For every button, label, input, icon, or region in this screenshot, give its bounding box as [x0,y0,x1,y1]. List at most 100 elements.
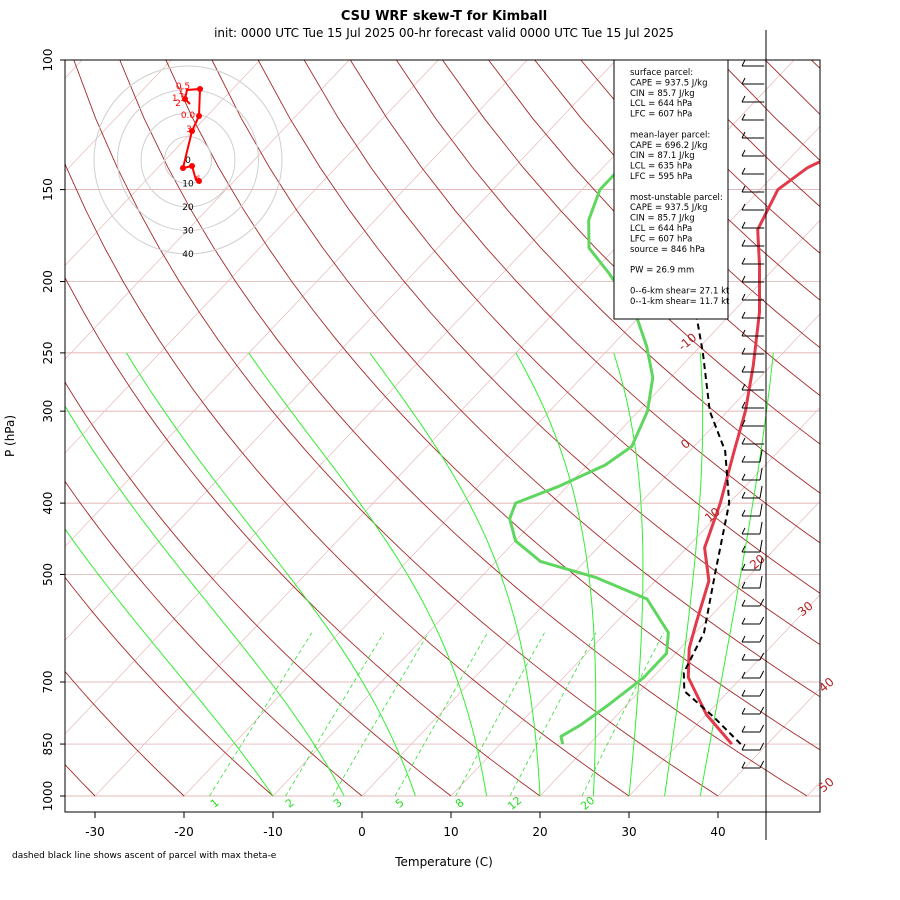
wind-barb-flag [741,365,746,373]
stats-line: surface parcel: [630,68,693,78]
wind-barb-flag [741,203,746,211]
wind-barb-flag [741,131,746,139]
wind-barb-flag [741,617,746,625]
wind-barb-staff [759,557,763,571]
wind-barb-flag [741,419,746,427]
wind-barb [741,521,763,535]
wind-barb-flag [741,527,746,535]
wind-barb-staff [759,652,765,661]
temperature-line [686,160,820,746]
mixing-ratio-labels: 1 2 3 5 8 12 20 [208,794,597,813]
hodograph-point [196,178,202,184]
wind-barb-flag [741,329,746,337]
wind-barb-staff [759,539,763,553]
hodograph-height-label: 0.5 [176,82,190,92]
wind-barb [741,557,763,571]
wind-barb [741,149,765,157]
moist-adiabat-line [369,352,541,797]
wind-barb [741,221,765,229]
wind-barb-flag [741,293,746,301]
hodograph-height-label: 6 [195,175,201,185]
moist-adiabat-line [248,352,488,797]
stats-line: LCL = 644 hPa [630,224,692,234]
wind-barb-staff [759,485,763,499]
mixing-ratio-label: 2 [283,796,297,810]
y-axis-label: P (hPa) [3,415,17,457]
dry-adiabat-line [65,480,363,797]
wind-barb [741,467,763,481]
isotherm-line [65,60,261,266]
wind-barb [741,634,765,643]
hodograph-ring [164,136,212,184]
x-tick-label: 40 [710,825,725,839]
wind-barb-staff [759,598,765,607]
hodograph-point [197,86,203,92]
wind-barb-flag [741,401,746,409]
temperature-axis: -30 -20 -10 0 10 20 30 40 [85,812,726,839]
wind-barb [741,742,765,751]
y-tick-label: 400 [41,492,55,515]
wind-barb-flag [741,257,746,265]
isotherm-label: -10 [675,330,699,353]
moist-adiabat-line [65,405,345,797]
wind-barb-flag [741,707,746,715]
isotherm-label: 40 [816,675,837,696]
mixing-ratio-line [581,632,664,797]
dry-adiabat-line [349,60,820,544]
isotherm-line [361,313,820,797]
wind-barb [741,77,765,85]
moist-adiabat-line [125,352,416,797]
wind-barb [741,383,765,391]
wind-barb-flag [741,473,746,481]
isotherm-label: 50 [816,775,837,796]
wind-barb-flag [741,581,746,589]
wind-barb [741,203,765,211]
wind-barb-flag [741,653,746,661]
wind-barb-flag [741,563,746,571]
wind-barb [741,113,765,121]
wind-barb [741,598,765,607]
dry-adiabat-line [857,60,900,796]
stats-line: LFC = 595 hPa [630,172,692,182]
wind-barb-staff [759,742,765,751]
wind-barb-flag [741,689,746,697]
isotherm-line [717,688,820,797]
mixing-ratio-label: 20 [578,794,597,813]
wind-barb [741,688,765,697]
moist-adiabat-line [613,352,644,797]
hodograph-trace [181,87,202,182]
isotherm-line [65,60,706,735]
hodograph-point [180,165,186,171]
wind-barb-flag [741,671,746,679]
stats-line: CIN = 85.7 J/kg [630,89,695,99]
stats-line: CIN = 85.7 J/kg [630,214,695,224]
wind-barb [741,670,765,679]
mixing-ratio-label: 12 [505,794,524,813]
wind-barb [741,275,765,283]
wind-barb-flag [741,113,746,121]
isotherm-line [65,60,528,548]
wind-barb-staff [759,616,765,625]
stats-line: CIN = 87.1 J/kg [630,151,695,161]
stats-line: LFC = 607 hPa [630,234,692,244]
hodograph-height-label: 1 [178,87,184,97]
mixing-ratio-line [455,632,545,797]
wind-barb [741,239,765,247]
mixing-ratio-line [509,632,597,797]
wind-barb-staff [759,467,763,481]
dry-adiabat-line [165,60,820,751]
mixing-ratio-line [285,632,385,797]
hodograph-point [196,113,202,119]
stats-line: CAPE = 696.2 J/kg [630,141,708,151]
wind-barb-flag [741,635,746,643]
wind-barb-flag [741,599,746,607]
hodograph-ring-label: 10 [182,180,194,190]
dewpoint-line [508,75,675,745]
mixing-ratio-line [332,632,429,797]
moist-adiabat-line [65,528,274,797]
moist-adiabat-line [664,352,704,797]
wind-barb-flag [741,761,746,769]
isotherm-label: 0 [678,436,693,452]
hodograph-ring-label: 30 [182,227,194,237]
